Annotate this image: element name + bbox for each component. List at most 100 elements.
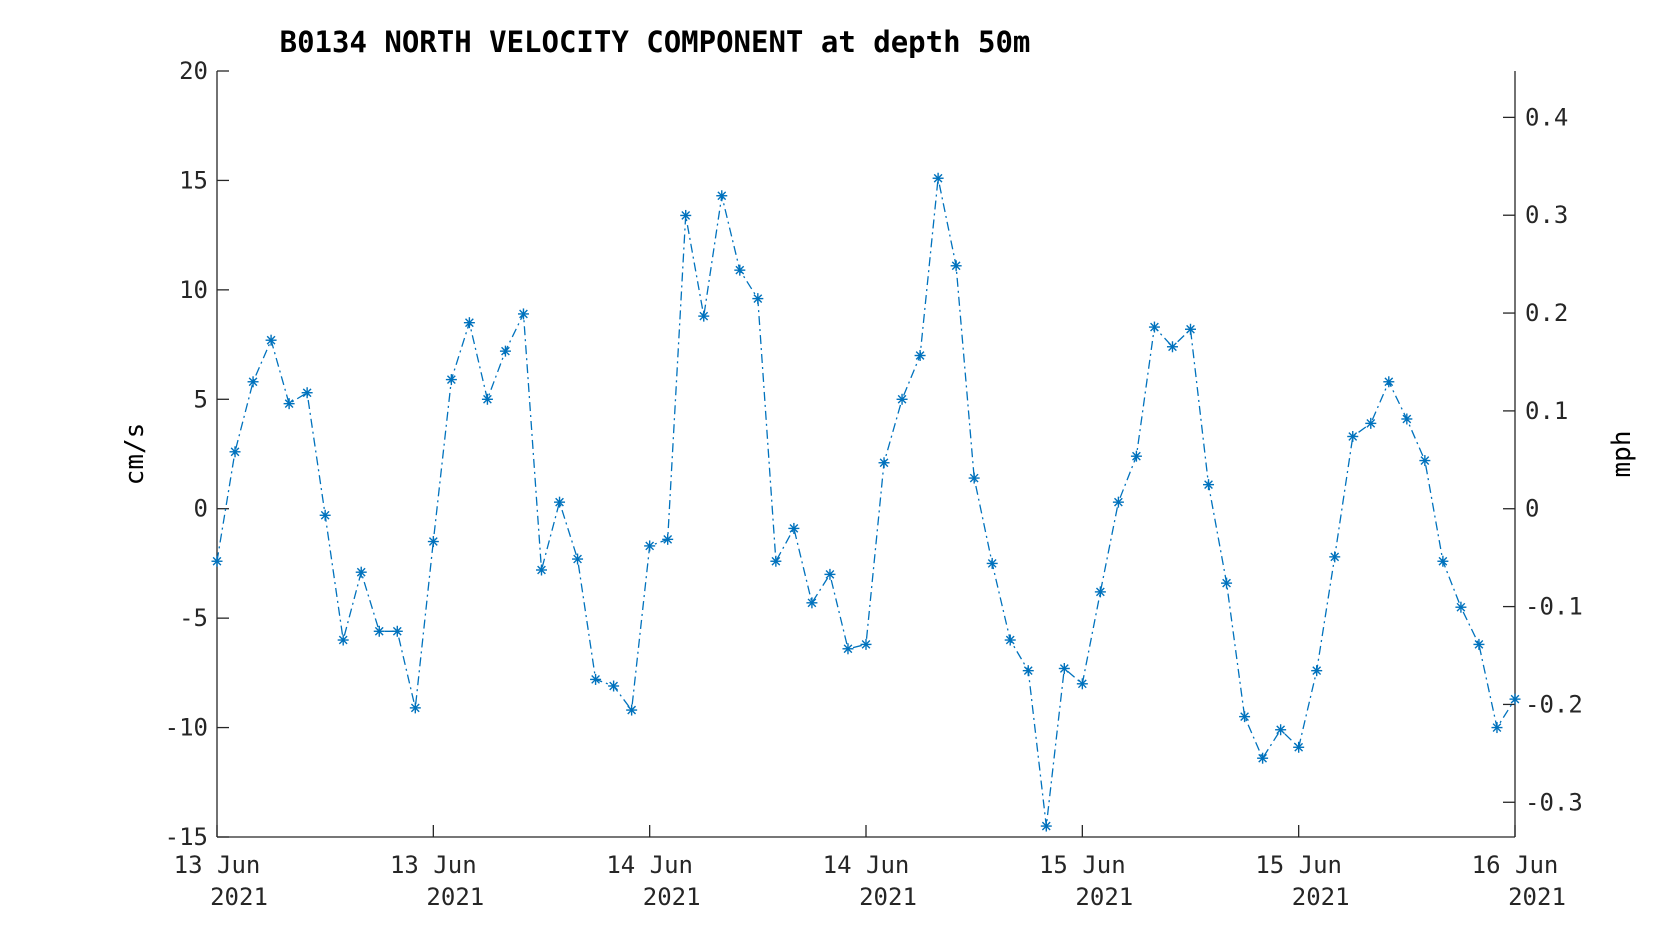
data-point — [626, 704, 638, 716]
y-right-tick-label: 0.1 — [1525, 397, 1568, 425]
x-tick-label-date: 15 Jun — [1255, 851, 1342, 879]
data-point — [1275, 724, 1287, 736]
data-point — [734, 264, 746, 276]
x-tick-label-date: 14 Jun — [823, 851, 910, 879]
data-point — [914, 350, 926, 362]
x-tick-label-year: 2021 — [643, 883, 701, 911]
data-point — [265, 334, 277, 346]
x-tick-label-year: 2021 — [859, 883, 917, 911]
data-point — [1311, 665, 1323, 677]
data-point — [409, 702, 421, 714]
y-tick-label: -15 — [165, 823, 208, 851]
data-point — [1455, 601, 1467, 613]
data-point — [1185, 323, 1196, 335]
data-point — [716, 190, 728, 202]
data-point — [824, 568, 836, 580]
x-tick-label-date: 16 Jun — [1472, 851, 1559, 879]
y-right-tick-label: 0.4 — [1525, 103, 1568, 131]
data-point — [1040, 820, 1052, 832]
y-right-tick-label: 0 — [1525, 495, 1539, 523]
data-point — [229, 446, 241, 458]
data-point — [211, 555, 223, 567]
data-point — [986, 557, 998, 569]
y-tick-label: 5 — [194, 385, 208, 413]
data-point — [644, 540, 656, 552]
y-tick-label: 10 — [179, 276, 208, 304]
data-point — [427, 536, 439, 548]
y-right-tick-label: -0.1 — [1525, 593, 1583, 621]
data-point — [806, 597, 818, 609]
data-point — [950, 260, 962, 272]
data-point — [499, 345, 511, 357]
y-ticks-right: 0.4 0.3 0.2 0.1 0 -0.1 -0.2 -0.3 — [1503, 103, 1583, 816]
data-point — [517, 308, 529, 320]
data-point — [896, 393, 908, 405]
y-right-tick-label: 0.3 — [1525, 201, 1568, 229]
data-point — [1203, 479, 1215, 491]
data-point — [968, 472, 980, 484]
x-tick-label-date: 14 Jun — [606, 851, 693, 879]
data-point — [445, 374, 457, 386]
data-point — [608, 680, 620, 692]
x-tick-label-year: 2021 — [1508, 883, 1566, 911]
data-point — [1112, 496, 1124, 508]
y-ticks-left: 20 15 10 5 0 -5 -10 -15 — [165, 57, 229, 851]
data-point — [770, 555, 782, 567]
data-point — [1419, 455, 1431, 467]
data-point — [1365, 417, 1377, 429]
x-tick-label-year: 2021 — [426, 883, 484, 911]
data-point — [1401, 413, 1413, 425]
x-tick-label-year: 2021 — [1075, 883, 1133, 911]
data-point — [662, 533, 674, 545]
data-point — [1509, 693, 1521, 705]
data-point — [1076, 678, 1088, 690]
data-point — [391, 625, 403, 637]
data-point — [463, 317, 475, 329]
data-point — [1166, 341, 1178, 353]
data-point — [337, 634, 349, 646]
data-point — [355, 566, 367, 578]
data-point — [1058, 662, 1070, 674]
data-point — [752, 293, 764, 305]
y-tick-label: 20 — [179, 57, 208, 85]
data-point — [1239, 711, 1251, 723]
x-tick-label-date: 15 Jun — [1039, 851, 1126, 879]
data-point — [481, 393, 493, 405]
y-right-tick-label: -0.3 — [1525, 788, 1583, 816]
data-point — [698, 310, 710, 322]
data-point — [1022, 665, 1034, 677]
data-point — [1148, 321, 1160, 333]
y-axis-label: cm/s — [120, 423, 150, 486]
series-line — [216, 178, 1516, 827]
data-point — [1347, 430, 1359, 442]
data-point — [932, 172, 944, 184]
y-axis-right-label: mph — [1607, 431, 1637, 478]
plot-axes — [216, 71, 1516, 838]
x-tick-label-year: 2021 — [1292, 883, 1350, 911]
data-point — [860, 638, 872, 650]
x-tick-label-date: 13 Jun — [174, 851, 261, 879]
data-point — [1221, 577, 1233, 589]
x-tick-label-date: 13 Jun — [390, 851, 477, 879]
data-point — [1293, 741, 1305, 753]
data-point — [554, 496, 566, 508]
y-right-tick-label: 0.2 — [1525, 299, 1568, 327]
data-point — [319, 509, 331, 521]
data-point — [1130, 450, 1142, 462]
y-right-tick-label: -0.2 — [1525, 690, 1583, 718]
data-point — [842, 643, 854, 655]
chart-title: B0134 NORTH VELOCITY COMPONENT at depth … — [280, 25, 1031, 59]
data-point — [1473, 638, 1485, 650]
data-point — [572, 553, 584, 565]
data-point — [1437, 555, 1449, 567]
data-point — [680, 209, 692, 221]
data-point — [1383, 376, 1395, 388]
data-point — [247, 376, 259, 388]
data-point — [1004, 634, 1016, 646]
x-tick-label-year: 2021 — [210, 883, 268, 911]
y-tick-label: -5 — [179, 604, 208, 632]
data-point — [590, 673, 602, 685]
y-tick-label: 15 — [179, 166, 208, 194]
data-point — [1329, 551, 1341, 563]
